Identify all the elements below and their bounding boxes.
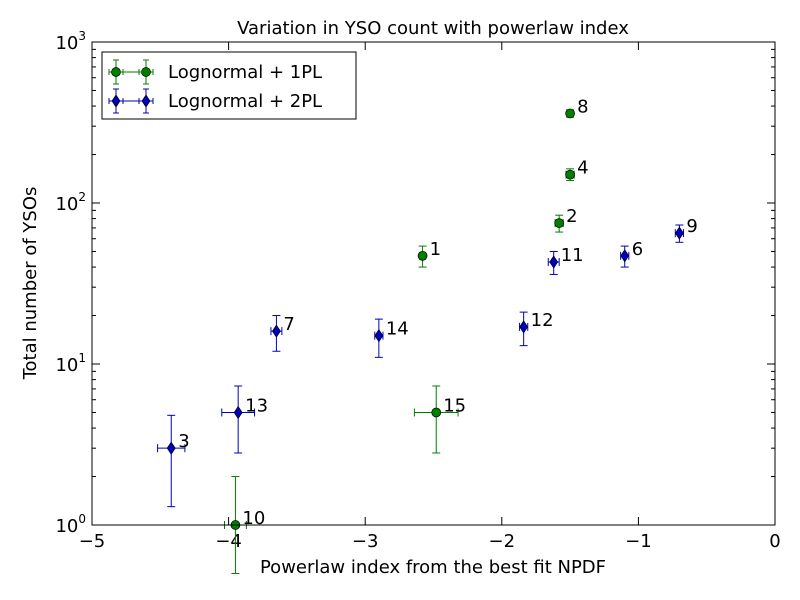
marker-circle (554, 218, 565, 228)
point-label: 15 (443, 395, 466, 416)
legend: Lognormal + 1PL Lognormal + 2PL (101, 51, 357, 120)
point-label: 12 (531, 310, 554, 331)
marker-diamond (374, 329, 384, 343)
y-tick-label: 100 (55, 512, 86, 537)
chart-title: Variation in YSO count with powerlaw ind… (237, 18, 629, 39)
marker-circle (565, 108, 575, 119)
data-point-8: 8 (565, 96, 589, 119)
marker-diamond (166, 441, 176, 455)
point-label: 10 (242, 508, 265, 529)
point-label: 8 (577, 96, 588, 117)
data-point-14: 14 (374, 318, 409, 358)
point-label: 2 (566, 206, 577, 227)
x-tick-label: −2 (489, 531, 516, 552)
marker-diamond (271, 324, 281, 338)
legend-label-series-1: Lognormal + 1PL (168, 62, 322, 83)
point-label: 7 (283, 314, 294, 335)
marker-circle (431, 407, 442, 418)
x-tick-label: −3 (352, 531, 379, 552)
y-tick-label: 101 (55, 351, 86, 376)
point-label: 13 (245, 395, 268, 416)
y-axis-label: Total number of YSOs (20, 187, 41, 381)
data-point-13: 13 (221, 385, 268, 454)
marker-circle (417, 250, 428, 261)
data-point-11: 11 (547, 245, 584, 275)
y-tick-label: 102 (55, 190, 86, 215)
point-label: 11 (561, 245, 584, 266)
y-tick-label: 103 (55, 29, 86, 54)
x-tick-label: −1 (625, 531, 652, 552)
marker-circle (565, 169, 575, 180)
legend-marks (108, 59, 154, 114)
marker-diamond (549, 255, 559, 269)
marker-diamond (519, 320, 529, 334)
legend-label-series-2: Lognormal + 2PL (168, 91, 322, 112)
marker-diamond (233, 405, 243, 420)
point-label: 1 (430, 239, 441, 260)
x-tick-label: −4 (215, 531, 242, 552)
x-tick-label: −5 (79, 531, 106, 552)
data-point-7: 7 (270, 314, 295, 352)
data-point-15: 15 (413, 385, 466, 454)
data-point-12: 12 (519, 310, 554, 347)
legend-box (101, 51, 357, 120)
x-tick-label: 0 (769, 531, 780, 552)
data-point-4: 4 (565, 158, 589, 181)
point-label: 14 (386, 319, 409, 340)
x-axis-label: Powerlaw index from the best fit NPDF (260, 557, 606, 578)
plot-frame (91, 41, 776, 526)
data-point-9: 9 (674, 216, 698, 243)
marker-diamond (620, 249, 630, 263)
legend-mark-series-1 (108, 59, 154, 85)
data-point-1: 1 (417, 239, 441, 268)
point-label: 4 (577, 158, 588, 179)
point-label: 6 (632, 239, 643, 260)
legend-mark-series-2 (108, 88, 154, 114)
data-point-2: 2 (554, 206, 578, 233)
data-point-6: 6 (620, 239, 643, 268)
point-label: 3 (178, 431, 189, 452)
point-label: 9 (686, 216, 697, 237)
data-point-3: 3 (157, 414, 190, 508)
marker-diamond (674, 226, 684, 240)
